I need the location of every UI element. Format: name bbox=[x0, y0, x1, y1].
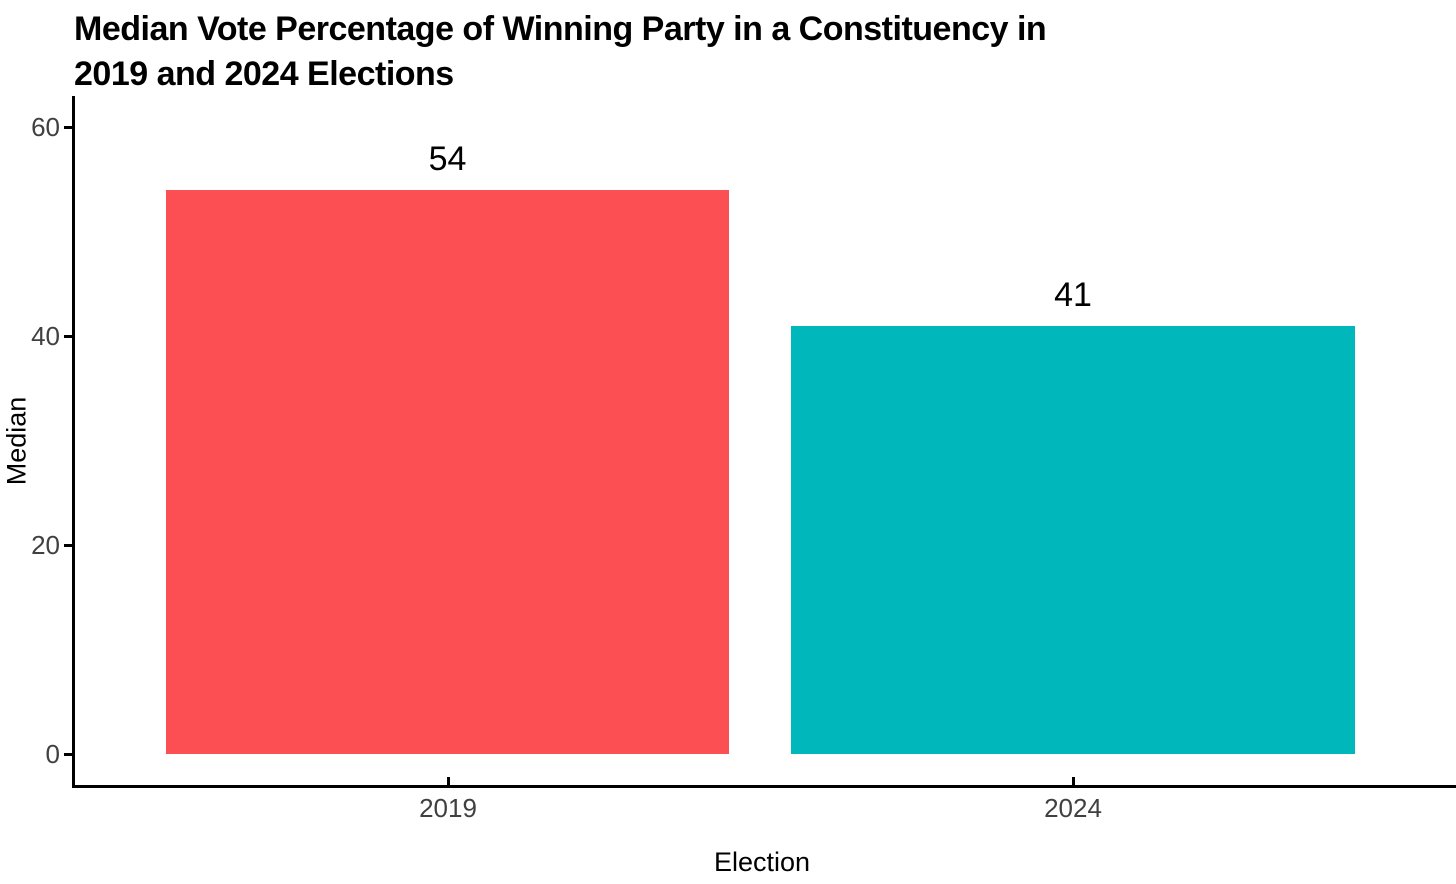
y-tick-label: 60 bbox=[31, 112, 60, 142]
bar-2024: 41 bbox=[791, 276, 1355, 754]
y-tick-mark bbox=[64, 544, 72, 547]
x-tick-label-2019: 2019 bbox=[419, 793, 477, 823]
bar-2019: 54 bbox=[166, 140, 729, 754]
y-axis-title: Median bbox=[1, 396, 32, 486]
y-tick-mark bbox=[64, 126, 72, 129]
chart-title: Median Vote Percentage of Winning Party … bbox=[74, 7, 1047, 97]
bar-value-label-2019: 54 bbox=[428, 139, 467, 178]
x-axis-title: Election bbox=[713, 847, 811, 877]
y-tick-label: 0 bbox=[45, 739, 60, 769]
y-tick-label: 40 bbox=[31, 321, 60, 351]
y-tick-label: 20 bbox=[31, 530, 60, 560]
y-axis-line bbox=[72, 96, 75, 788]
chart-title-line-1: Median Vote Percentage of Winning Party … bbox=[74, 10, 1047, 48]
chart-title-line-2: 2019 and 2024 Elections bbox=[74, 55, 454, 93]
bar-rect-2019 bbox=[166, 189, 729, 754]
x-tick-mark bbox=[1072, 777, 1075, 785]
x-tick-mark bbox=[447, 777, 450, 785]
bar-value-label-2024: 41 bbox=[1054, 275, 1092, 314]
x-tick-label-2024: 2024 bbox=[1044, 793, 1102, 823]
y-tick-mark bbox=[64, 753, 72, 756]
x-axis-line bbox=[72, 785, 1456, 788]
bar-rect-2024 bbox=[791, 325, 1355, 754]
y-tick-mark bbox=[64, 335, 72, 338]
